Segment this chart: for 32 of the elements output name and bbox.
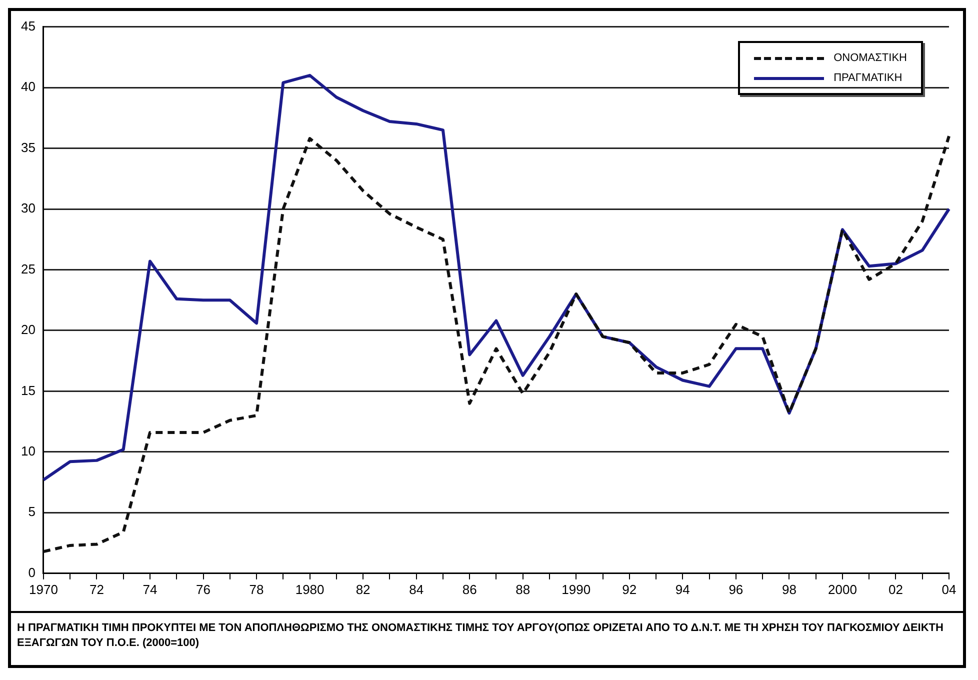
x-tick-label: 92: [622, 582, 637, 597]
x-tick-label: 2000: [828, 582, 857, 597]
y-tick-label: 40: [20, 79, 36, 94]
x-tick-label: 04: [942, 582, 956, 597]
x-tick-label: 1990: [562, 582, 591, 597]
y-tick-label: 35: [20, 140, 36, 155]
x-tick-label: 76: [196, 582, 210, 597]
x-tick-label: 98: [782, 582, 796, 597]
line-series: [42, 134, 950, 554]
x-tick-label: 02: [888, 582, 903, 597]
y-tick-label: 45: [20, 18, 36, 34]
legend-label: ΠΡΑΓΜΑΤΙΚΗ: [834, 72, 902, 84]
x-tick-label: 94: [675, 582, 690, 597]
y-tick-label: 20: [20, 322, 36, 338]
y-tick-label: 10: [20, 444, 36, 459]
x-tick-label: 82: [356, 582, 370, 597]
y-tick-label: 30: [20, 200, 36, 216]
x-tick-label: 86: [462, 582, 477, 597]
y-tick-label: 15: [20, 382, 36, 398]
x-tick-label: 96: [728, 582, 744, 597]
x-tick-label: 1970: [29, 582, 58, 597]
y-tick-label: 5: [28, 504, 36, 520]
x-tick-label: 78: [249, 582, 264, 597]
x-tick-label: 72: [89, 582, 104, 597]
y-tick-label: 25: [20, 261, 36, 276]
x-tick-label: 84: [409, 582, 424, 597]
x-tick-label: 88: [516, 582, 530, 597]
x-tick-label: 74: [142, 582, 158, 597]
y-tick-label: 0: [28, 564, 36, 580]
x-tick-label: 1980: [295, 582, 324, 597]
text: Η ΠΡΑΓΜΑΤΙΚΗ ΤΙΜΗ ΠΡΟΚΥΠΤΕΙ ΜΕ ΤΟΝ ΑΠΟΠΛΗΘΩΡΙΣΜΟ ΤΗΣ ΟΝΟΜΑΣΤΙΚΗΣ ΤΙΜΗΣ ΤΟΥ ΑΡΓΟΥ(ΟΠΩΣ ΟΡΙΖΕΤΑΙ ΑΠΟ ΤΟ Δ.Ν.Τ. ΜΕ ΤΗ ΧΡΗΣΗ ΤΟΥ ΠΑΓΚΟΣΜΙΟΥ ΔΕΙΚΤΗ ΕΞΑΓΩΓΩΝ ΤΟΥ Π.Ο.Ε. (2000=100): [17, 621, 944, 651]
legend-label: ΟΝΟΜΑΣΤΙΚΗ: [834, 52, 907, 64]
